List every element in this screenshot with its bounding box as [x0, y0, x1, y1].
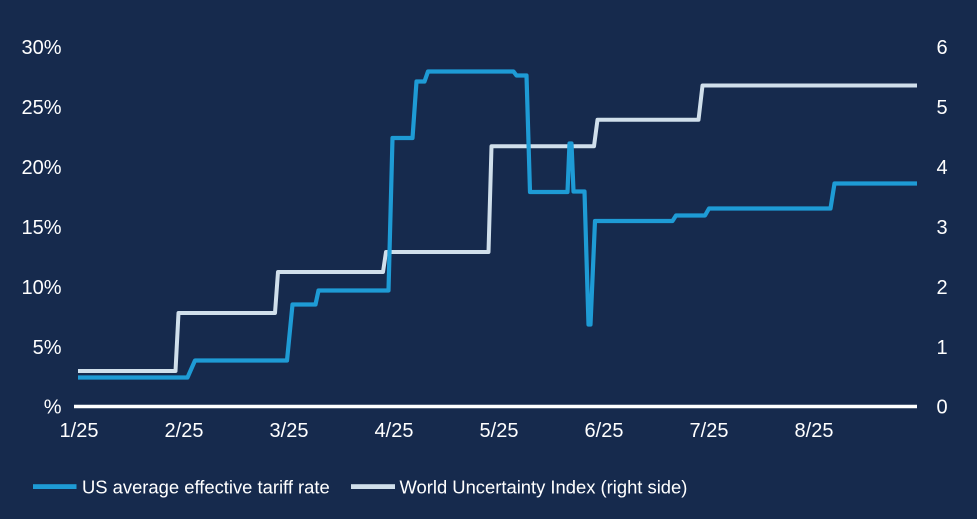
- svg-text:1/25: 1/25: [60, 420, 99, 442]
- svg-text:US average effective tariff ra: US average effective tariff rate: [82, 477, 330, 498]
- svg-text:3/25: 3/25: [270, 420, 309, 442]
- svg-text:5%: 5%: [33, 337, 62, 359]
- svg-text:20%: 20%: [21, 157, 61, 179]
- svg-text:5: 5: [937, 97, 948, 119]
- svg-text:4: 4: [937, 157, 948, 179]
- svg-text:15%: 15%: [21, 217, 61, 239]
- svg-text:0: 0: [937, 397, 948, 419]
- svg-text:30%: 30%: [21, 37, 61, 59]
- svg-text:World Uncertainty Index (right: World Uncertainty Index (right side): [400, 477, 688, 498]
- svg-text:8/25: 8/25: [795, 420, 834, 442]
- svg-text:6: 6: [937, 37, 948, 59]
- svg-text:6/25: 6/25: [585, 420, 624, 442]
- svg-text:2/25: 2/25: [165, 420, 204, 442]
- svg-text:4/25: 4/25: [375, 420, 414, 442]
- svg-text:3: 3: [937, 217, 948, 239]
- svg-text:1: 1: [937, 337, 948, 359]
- svg-text:7/25: 7/25: [690, 420, 729, 442]
- svg-text:10%: 10%: [21, 277, 61, 299]
- svg-text:%: %: [44, 397, 62, 419]
- svg-text:25%: 25%: [21, 97, 61, 119]
- svg-text:5/25: 5/25: [480, 420, 519, 442]
- svg-text:2: 2: [937, 277, 948, 299]
